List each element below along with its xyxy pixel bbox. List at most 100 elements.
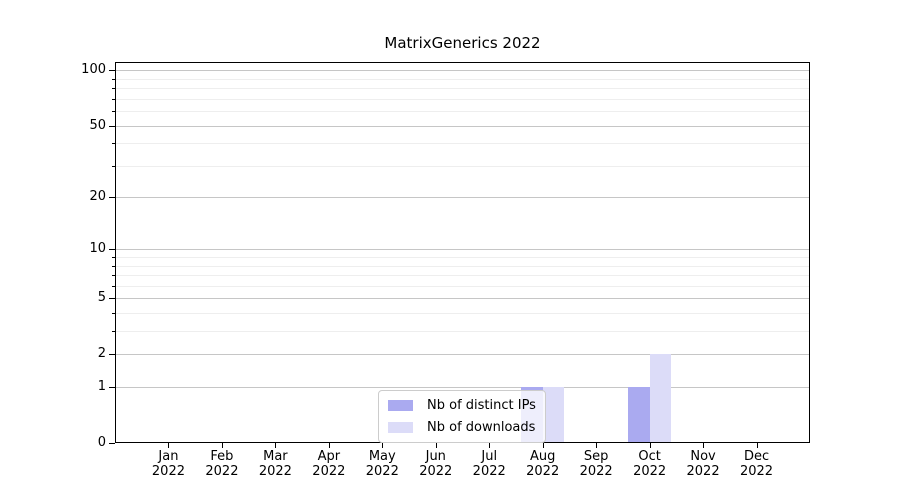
y-major-tick (109, 197, 115, 199)
x-tick-label: Apr 2022 (297, 449, 361, 479)
y-tick-label: 0 (97, 435, 106, 450)
gridline-minor (115, 143, 810, 145)
gridline-major (115, 70, 810, 72)
x-tick-month: Feb (210, 449, 234, 464)
x-tick-year: 2022 (419, 464, 453, 479)
x-tick-year: 2022 (258, 464, 292, 479)
gridline-major (115, 197, 810, 199)
x-tick-year: 2022 (739, 464, 774, 479)
x-tick (649, 443, 651, 448)
y-major-tick (109, 298, 115, 300)
y-minor-tick (112, 331, 115, 333)
gridline-major (115, 387, 810, 389)
gridline-major (115, 249, 810, 251)
chart-title: MatrixGenerics 2022 (384, 34, 541, 52)
x-tick-label: Feb 2022 (190, 449, 254, 479)
gridline-minor (115, 98, 810, 100)
legend-item-downloads: Nb of downloads (388, 418, 536, 437)
x-tick (275, 443, 277, 448)
x-tick-month: May (368, 449, 396, 464)
y-tick-label: 50 (89, 117, 106, 133)
x-tick-year: 2022 (633, 464, 667, 479)
x-tick-label: Oct 2022 (618, 449, 682, 479)
y-tick-label: 100 (81, 62, 106, 78)
x-tick-label: Jun 2022 (404, 449, 468, 479)
y-major-tick (109, 249, 115, 251)
y-tick-label: 5 (97, 290, 106, 306)
x-tick-label: Nov 2022 (671, 449, 735, 479)
x-tick (382, 443, 384, 448)
x-tick-label: Sep 2022 (564, 449, 628, 479)
gridline-minor (115, 78, 810, 80)
gridline-minor (115, 111, 810, 113)
x-tick-label: Jul 2022 (457, 449, 521, 479)
x-tick (221, 443, 223, 448)
x-tick-year: 2022 (205, 464, 239, 479)
y-minor-tick (112, 265, 115, 267)
x-tick (756, 443, 758, 448)
gridline-minor (115, 313, 810, 315)
legend-item-distinct-ips: Nb of distinct IPs (388, 396, 536, 415)
y-minor-tick (112, 313, 115, 315)
y-minor-tick (112, 143, 115, 145)
y-minor-tick (112, 285, 115, 287)
x-tick-month: Jan (158, 449, 179, 464)
x-tick-year: 2022 (526, 464, 560, 479)
y-tick-label: 20 (89, 189, 106, 205)
bar-aug-1 (542, 387, 565, 443)
gridline-minor (115, 257, 810, 259)
x-tick-label: Dec 2022 (725, 449, 789, 479)
y-tick-label: 2 (97, 346, 106, 362)
x-tick (489, 443, 491, 448)
x-tick-year: 2022 (472, 464, 506, 479)
y-major-tick (109, 387, 115, 389)
y-minor-tick (112, 275, 115, 277)
x-tick (542, 443, 544, 448)
x-tick (435, 443, 437, 448)
y-minor-tick (112, 88, 115, 90)
legend-swatch-distinct-ips (388, 400, 413, 411)
plot-area (115, 62, 810, 443)
y-major-tick (109, 70, 115, 72)
x-tick (328, 443, 330, 448)
x-tick-year: 2022 (365, 464, 399, 479)
x-tick-label: Aug 2022 (511, 449, 575, 479)
x-tick (596, 443, 598, 448)
x-tick-month: Apr (317, 449, 341, 464)
x-tick-month: Sep (583, 449, 609, 464)
x-tick-month: Mar (263, 449, 288, 464)
x-tick-year: 2022 (579, 464, 613, 479)
gridline-minor (115, 275, 810, 277)
x-tick-year: 2022 (686, 464, 720, 479)
gridline-minor (115, 331, 810, 333)
bar-oct-1 (649, 354, 671, 443)
x-tick-year: 2022 (312, 464, 346, 479)
y-major-tick (109, 125, 115, 127)
x-tick-month: Nov (690, 449, 716, 464)
gridline-minor (115, 285, 810, 287)
legend: Nb of distinct IPs Nb of downloads (378, 390, 546, 443)
legend-label-downloads: Nb of downloads (427, 420, 536, 435)
x-tick-label: Jan 2022 (136, 449, 200, 479)
y-minor-tick (112, 98, 115, 100)
x-tick-label: Mar 2022 (243, 449, 307, 479)
x-tick-month: Dec (743, 449, 770, 464)
gridline-major (115, 125, 810, 127)
x-tick (168, 443, 170, 448)
legend-swatch-downloads (388, 422, 413, 433)
y-tick-label: 1 (97, 379, 106, 395)
x-tick (703, 443, 705, 448)
x-tick-month: Oct (638, 449, 661, 464)
gridline-major (115, 354, 810, 356)
y-minor-tick (112, 111, 115, 113)
gridline-major (115, 298, 810, 300)
gridline-minor (115, 265, 810, 267)
bar-oct-0 (628, 387, 650, 443)
gridline-minor (115, 88, 810, 90)
y-minor-tick (112, 78, 115, 80)
gridline-minor (115, 165, 810, 167)
x-tick-year: 2022 (151, 464, 185, 479)
x-tick-month: Aug (529, 449, 556, 464)
y-major-tick (109, 354, 115, 356)
